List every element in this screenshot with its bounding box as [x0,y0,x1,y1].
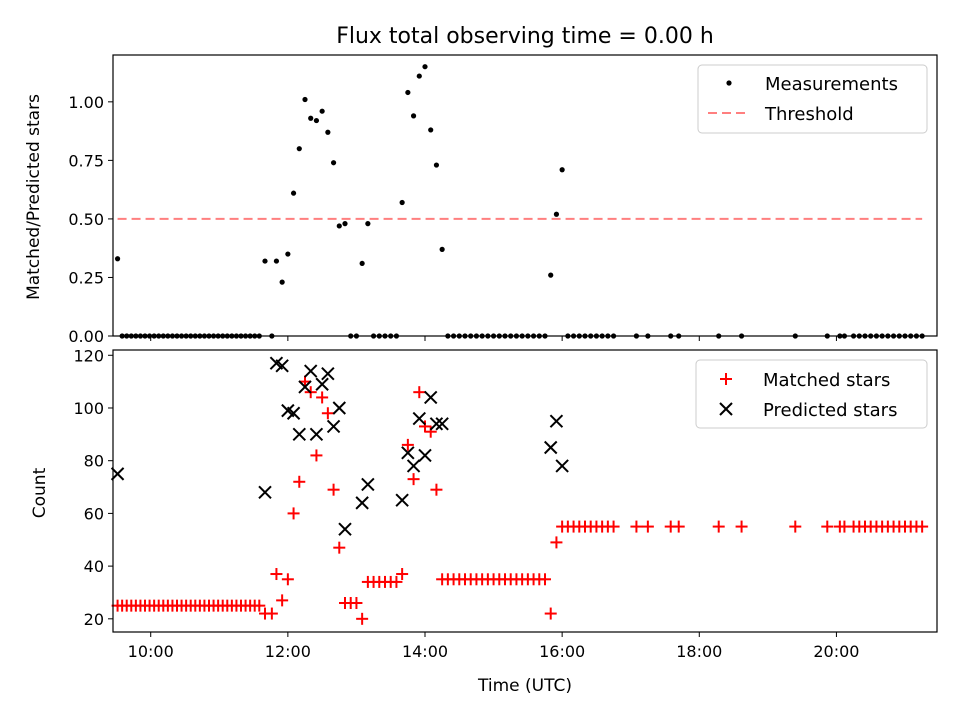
measurements-point [291,191,296,196]
bottom-y-axis-label: Count [30,467,50,518]
measurements-point [308,116,313,121]
bottom-y-tick-label: 120 [73,346,104,365]
measurements-point [280,280,285,285]
bottom-y-tick-label: 20 [84,610,104,629]
bottom-x-tick-label: 20:00 [813,642,859,661]
measurements-point [360,261,365,266]
measurements-point [405,90,410,95]
measurements-point [417,73,422,78]
legend-threshold-label: Threshold [764,104,854,125]
measurements-point [314,118,319,123]
top-legend: Measurements Threshold [698,65,927,133]
legend-measurements-marker [726,80,731,85]
bottom-x-tick-label: 14:00 [402,642,448,661]
bottom-legend: Matched stars Predicted stars [696,360,927,428]
bottom-y-tick-label: 80 [84,452,104,471]
measurements-point [115,256,120,261]
measurements-point [365,221,370,226]
chart-title: Flux total observing time = 0.00 h [336,24,714,49]
bottom-y-tick-label: 100 [73,399,104,418]
top-y-tick-label: 0.50 [68,210,104,229]
bottom-x-tick-label: 16:00 [539,642,585,661]
top-y-tick-label: 0.75 [68,151,104,170]
figure: Flux total observing time = 0.00 h Match… [0,0,960,720]
legend-measurements-label: Measurements [765,74,898,95]
measurements-point [422,64,427,69]
measurements-point [331,160,336,165]
bottom-x-tick-label: 10:00 [128,642,174,661]
measurements-point [440,247,445,252]
measurements-point [320,109,325,114]
measurements-point [285,251,290,256]
measurements-point [411,113,416,118]
measurements-point [262,258,267,263]
bottom-y-tick-label: 40 [84,557,104,576]
legend-matched-label: Matched stars [763,370,890,391]
top-y-tick-label: 0.00 [68,327,104,346]
measurements-point [337,223,342,228]
legend-predicted-label: Predicted stars [763,400,897,421]
measurements-point [325,130,330,135]
measurements-point [434,162,439,167]
top-y-tick-label: 0.25 [68,268,104,287]
top-y-tick-label: 1.00 [68,93,104,112]
top-y-axis-label: Matched/Predicted stars [24,94,44,300]
measurements-point [302,97,307,102]
bottom-x-tick-label: 18:00 [676,642,722,661]
measurements-point [342,221,347,226]
measurements-point [560,167,565,172]
measurements-point [554,212,559,217]
x-axis-label: Time (UTC) [477,676,572,696]
measurements-point [428,127,433,132]
measurements-point [548,273,553,278]
bottom-y-tick-label: 60 [84,504,104,523]
measurements-point [400,200,405,205]
measurements-point [297,146,302,151]
bottom-x-tick-label: 12:00 [265,642,311,661]
measurements-point [274,258,279,263]
